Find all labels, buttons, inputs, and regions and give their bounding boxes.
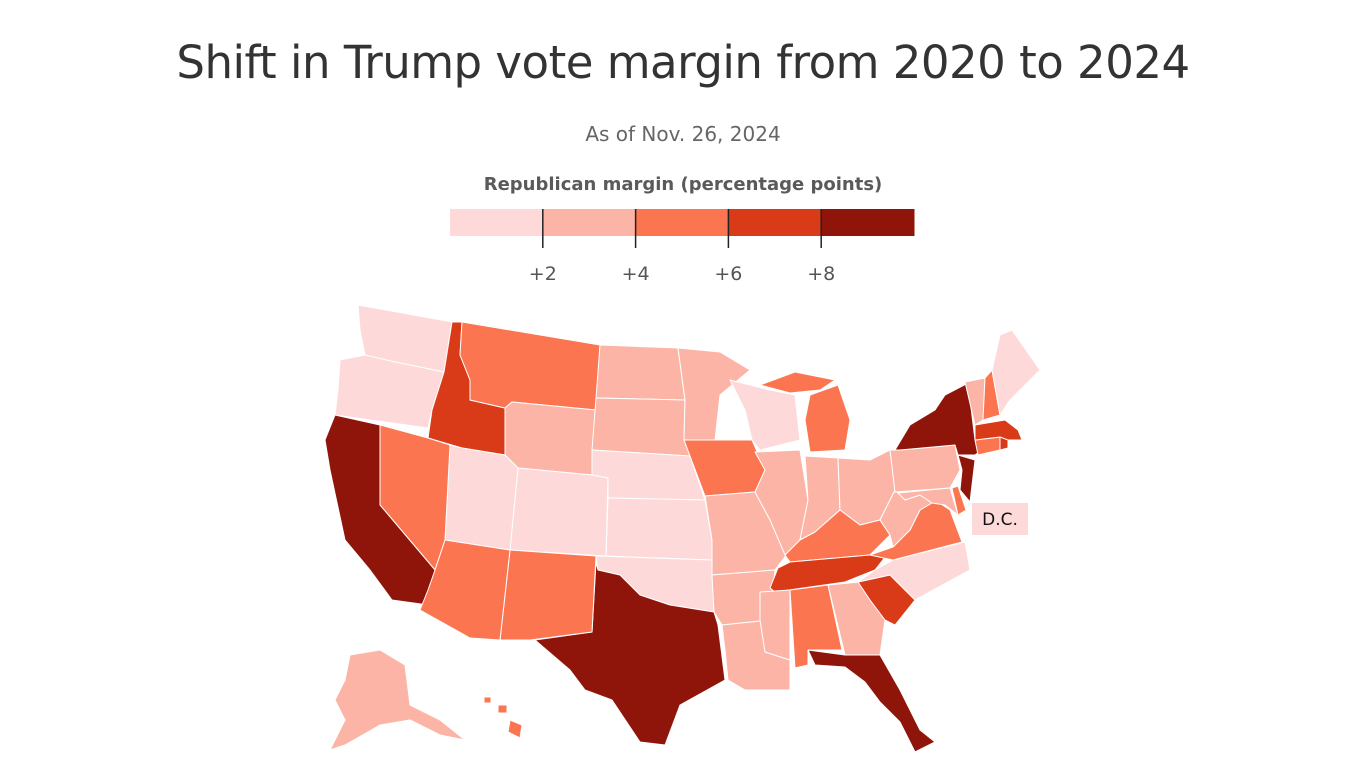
state-wy — [504, 401, 597, 476]
state-pa — [889, 444, 961, 493]
state-mi — [759, 371, 836, 394]
state-mn — [677, 347, 751, 441]
color-legend: +2 +4 +6 +8 — [450, 209, 915, 285]
legend-title: Republican margin (percentage points) — [483, 174, 883, 195]
state-nj — [957, 454, 976, 503]
state-mt — [459, 321, 601, 411]
legend-swatch — [728, 209, 822, 236]
state-co — [509, 467, 609, 557]
state-nd — [595, 344, 686, 401]
state-ks — [605, 497, 713, 561]
dc-label-box — [972, 503, 1028, 535]
state-me — [991, 329, 1041, 416]
state-sd — [591, 397, 691, 457]
state-ma — [974, 419, 1023, 441]
state-hi — [507, 719, 523, 739]
state-az — [419, 539, 511, 641]
states-layer — [324, 304, 1041, 753]
state-fl — [807, 649, 936, 753]
state-ak — [329, 649, 466, 751]
state-nm — [499, 549, 597, 641]
chart-subtitle: As of Nov. 26, 2024 — [585, 122, 781, 146]
legend-swatch — [450, 209, 544, 236]
legend-tick-label: +8 — [807, 263, 835, 285]
state-de — [951, 485, 967, 516]
legend-swatch — [635, 209, 729, 236]
state-wi — [729, 379, 801, 451]
state-mi — [804, 384, 851, 453]
legend-tick-label: +2 — [529, 263, 557, 285]
state-ut — [444, 444, 519, 551]
legend-swatch — [542, 209, 637, 236]
state-hi — [497, 704, 508, 714]
dc-label: D.C. — [982, 510, 1018, 530]
legend-tick-label: +6 — [714, 263, 742, 285]
state-hi — [483, 696, 492, 704]
state-ca — [324, 414, 436, 606]
state-tx — [534, 561, 726, 746]
state-ne — [591, 449, 706, 501]
dc-annotation: D.C. — [972, 503, 1028, 535]
state-md — [897, 487, 959, 516]
legend-swatch — [821, 209, 915, 236]
state-ms — [759, 589, 791, 661]
legend-tick-label: +4 — [622, 263, 650, 285]
chart-title: Shift in Trump vote margin from 2020 to … — [176, 36, 1190, 89]
